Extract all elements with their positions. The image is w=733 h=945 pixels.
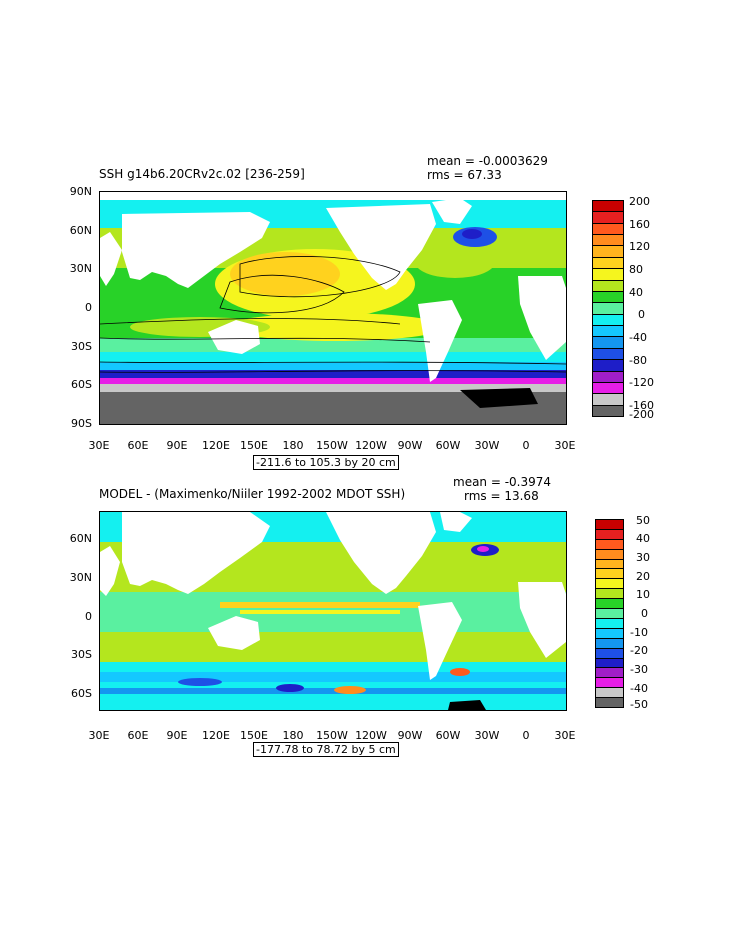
panel2-lon-label: 60E: [127, 729, 149, 742]
panel2-lon-label: 180: [282, 729, 304, 742]
panel1-lon-label: 120E: [202, 439, 230, 452]
panel1-lon-label: 30W: [474, 439, 500, 452]
panel2-colorbar-label: -20: [630, 644, 648, 657]
panel2-lat-label: 30S: [71, 648, 92, 661]
colorbar-swatch: [592, 404, 624, 417]
panel2-mean: mean = -0.3974: [453, 475, 552, 489]
panel2-range: -177.78 to 78.72 by 5 cm: [253, 742, 399, 757]
panel1-colorbar-label: 0: [638, 308, 645, 321]
panel2-lon-label: 90W: [397, 729, 423, 742]
panel1-lon-label: 90E: [166, 439, 188, 452]
panel2-lon-label: 90E: [166, 729, 188, 742]
panel2-lon-label: 0: [522, 729, 530, 742]
panel1-map: [99, 191, 567, 425]
panel1-range: -211.6 to 105.3 by 20 cm: [253, 455, 399, 470]
panel2-colorbar-label: -30: [630, 663, 648, 676]
panel2-lon-label: 30E: [88, 729, 110, 742]
panel1-colorbar-label: 160: [629, 218, 650, 231]
panel2-lon-label: 150E: [240, 729, 268, 742]
panel2-lon-label: 120E: [202, 729, 230, 742]
panel1-colorbar-label: 40: [629, 286, 643, 299]
panel2-map: [99, 511, 567, 711]
panel2-lon-label: 30W: [474, 729, 500, 742]
panel1-colorbar-label: 80: [629, 263, 643, 276]
panel2-colorbar-label: -10: [630, 626, 648, 639]
panel2-colorbar-label: -40: [630, 682, 648, 695]
panel1-mean: mean = -0.0003629: [427, 154, 548, 168]
panel1-lon-label: 180: [282, 439, 304, 452]
panel2-lon-label: 60W: [435, 729, 461, 742]
panel2-colorbar-label: 20: [636, 570, 650, 583]
panel2-rms: rms = 13.68: [464, 489, 539, 503]
panel1-colorbar: [592, 200, 624, 417]
panel1-lat-label: 30S: [71, 340, 92, 353]
panel2-lat-label: 60N: [69, 532, 92, 545]
panel1-lon-label: 60W: [435, 439, 461, 452]
panel1-colorbar-label: 120: [629, 240, 650, 253]
panel1-rms: rms = 67.33: [427, 168, 502, 182]
panel2-lon-label: 30E: [554, 729, 576, 742]
panel1-colorbar-label: -120: [629, 376, 654, 389]
panel1-colorbar-label: 200: [629, 195, 650, 208]
panel2-map-svg: [100, 512, 566, 710]
colorbar-swatch: [595, 697, 624, 708]
panel2-colorbar: [595, 519, 624, 708]
panel1-colorbar-label: -40: [629, 331, 647, 344]
panel1-lon-label: 30E: [88, 439, 110, 452]
panel1-lat-label: 90S: [71, 417, 92, 430]
panel1-lon-label: 150W: [316, 439, 348, 452]
panel2-colorbar-label: 50: [636, 514, 650, 527]
panel1-lat-label: 90N: [69, 185, 92, 198]
panel2-lat-label: 30N: [69, 571, 92, 584]
panel1-lat-label: 60N: [69, 224, 92, 237]
panel2-colorbar-label: 10: [636, 588, 650, 601]
panel2-colorbar-label: 30: [636, 551, 650, 564]
panel1-colorbar-label: -80: [629, 354, 647, 367]
panel1-lat-label: 60S: [71, 378, 92, 391]
panel1-colorbar-label: -160: [629, 399, 654, 412]
panel1-lat-label: 30N: [69, 262, 92, 275]
panel1-lon-label: 30E: [554, 439, 576, 452]
panel2-title: MODEL - (Maximenko/Niiler 1992-2002 MDOT…: [99, 487, 406, 501]
panel2-colorbar-label: 40: [636, 532, 650, 545]
panel2-colorbar-label: -50: [630, 698, 648, 711]
panel2-lon-label: 150W: [316, 729, 348, 742]
panel1-lon-label: 0: [522, 439, 530, 452]
panel2-lon-label: 120W: [355, 729, 387, 742]
panel1-lon-label: 120W: [355, 439, 387, 452]
panel1-map-svg: [100, 192, 566, 424]
panel1-title: SSH g14b6.20CRv2c.02 [236-259]: [99, 167, 305, 181]
panel2-lat-label: 60S: [71, 687, 92, 700]
panel1-lon-label: 60E: [127, 439, 149, 452]
panel1-lon-label: 150E: [240, 439, 268, 452]
panel1-colorbar-label: -200: [629, 408, 654, 421]
panel1-lon-label: 90W: [397, 439, 423, 452]
panel1-lat-label: 0: [85, 301, 92, 314]
panel2-lat-label: 0: [85, 610, 92, 623]
panel2-colorbar-label: 0: [641, 607, 648, 620]
